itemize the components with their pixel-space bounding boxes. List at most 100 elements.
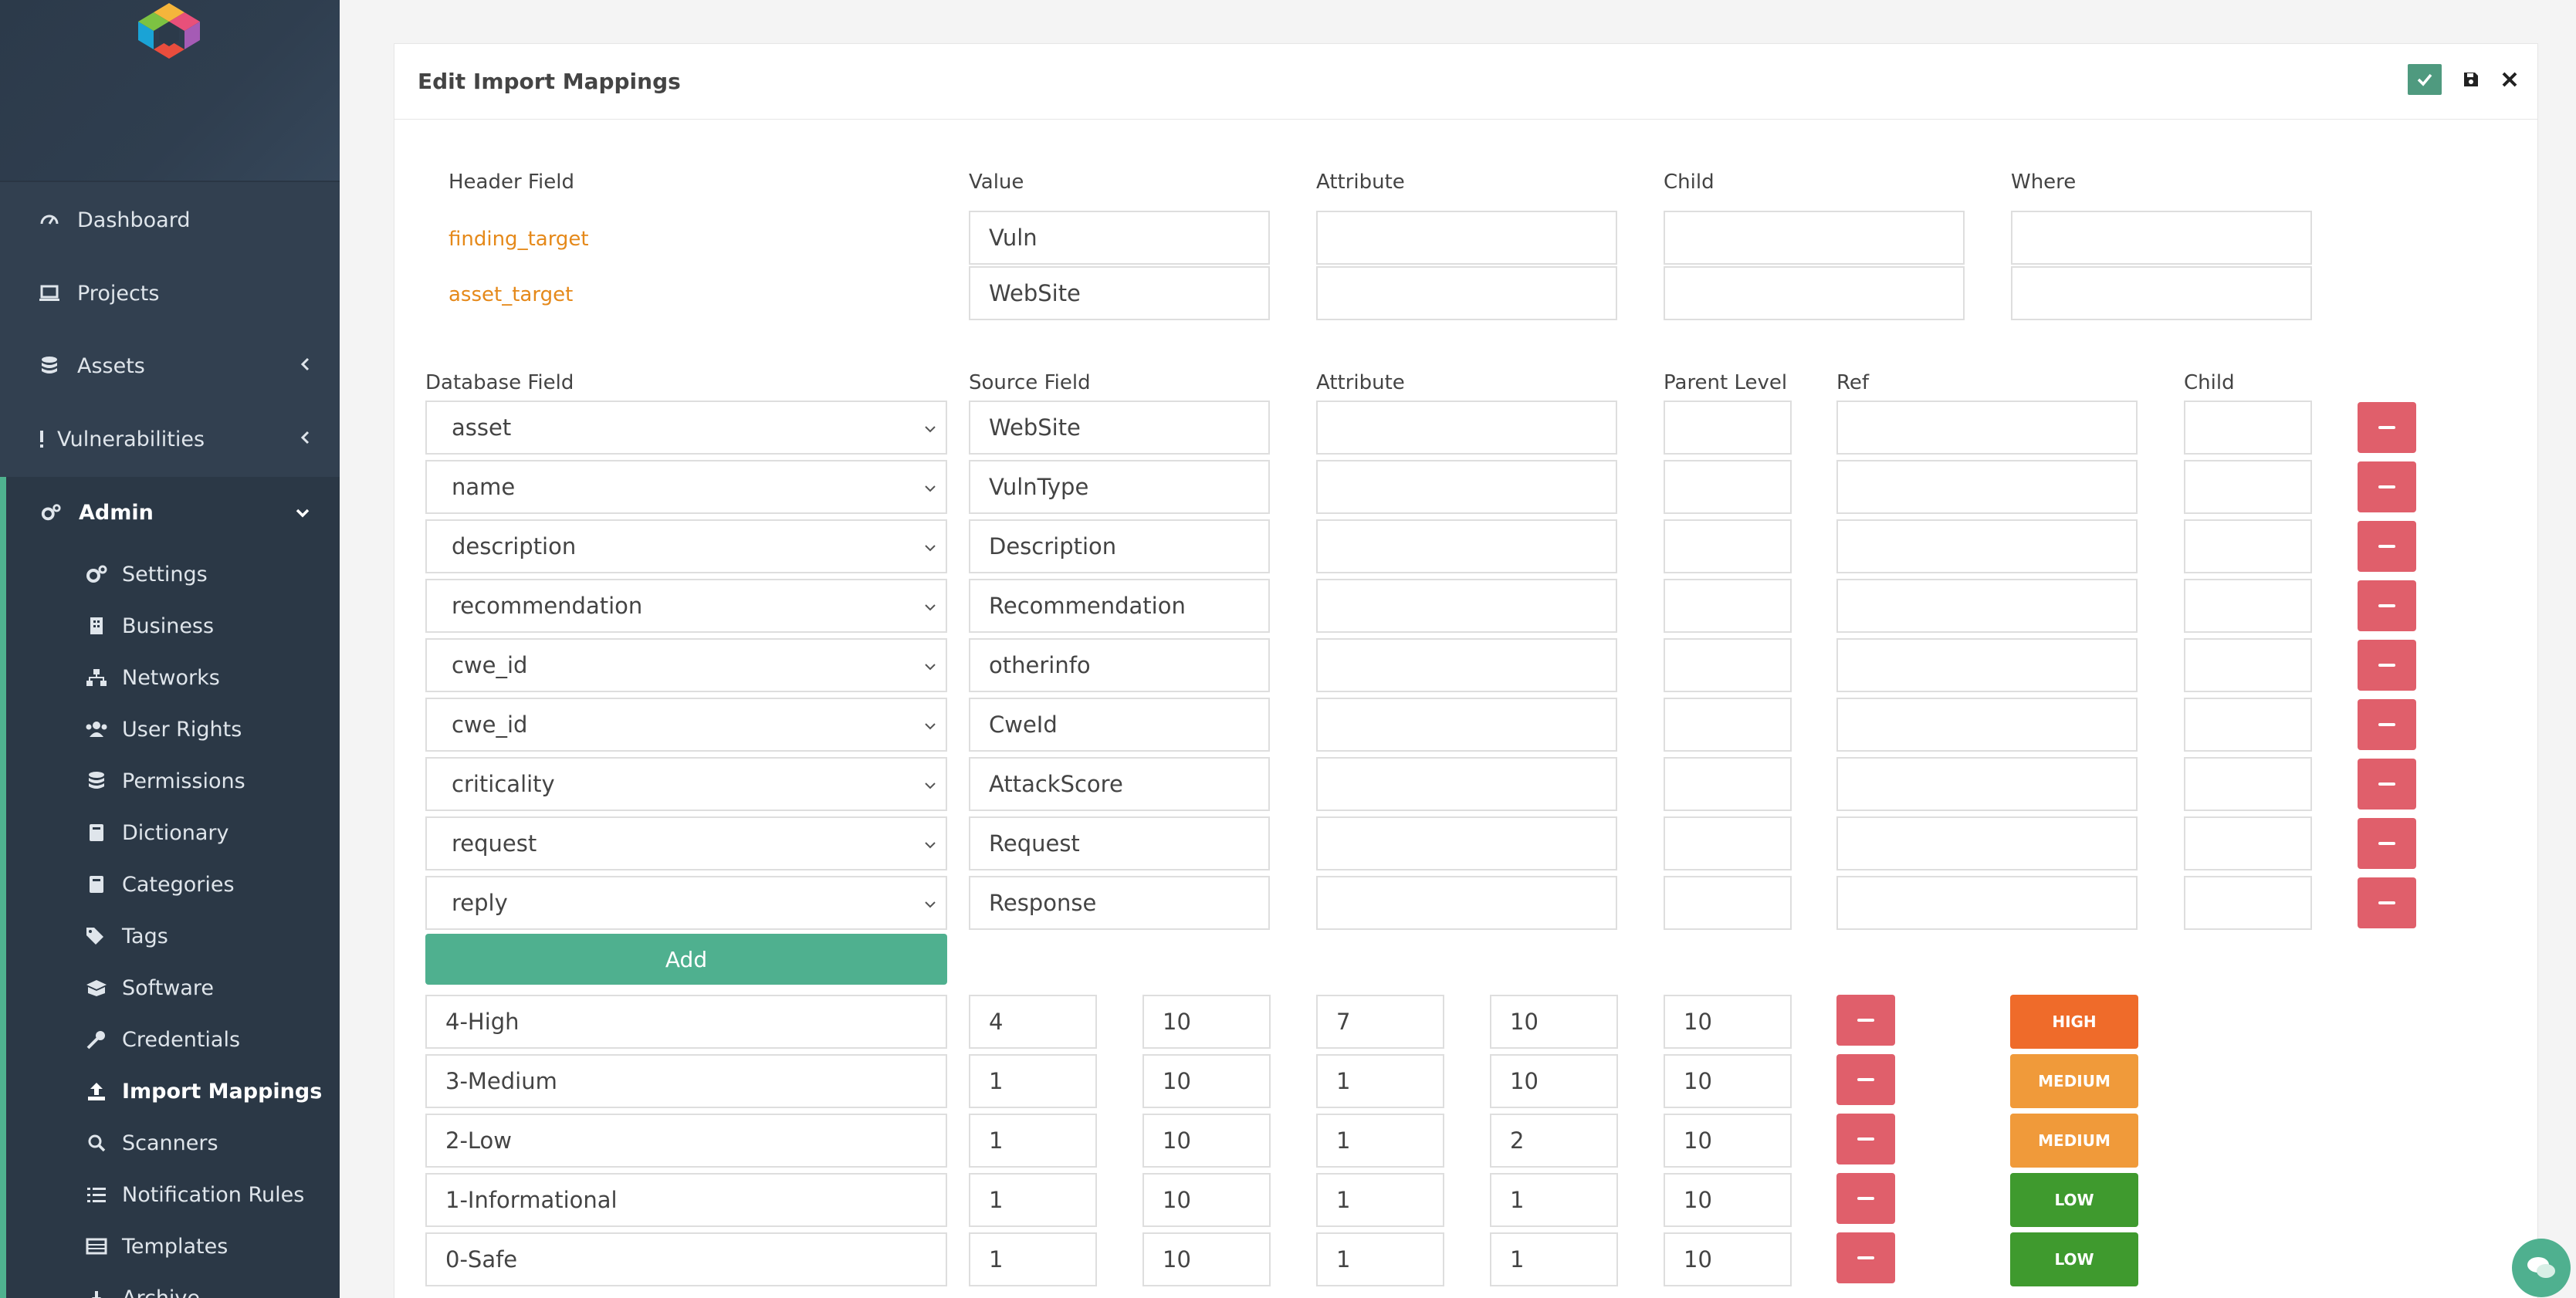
- sidebar-item-import-mappings[interactable]: Import Mappings: [0, 1068, 340, 1114]
- header-value-input[interactable]: Vuln: [969, 211, 1270, 265]
- sidebar-item-settings[interactable]: Settings: [0, 551, 340, 597]
- remove-severity-button[interactable]: [1836, 1173, 1895, 1224]
- remove-row-button[interactable]: [2358, 580, 2416, 631]
- parent-level-input[interactable]: [1664, 757, 1792, 811]
- severity-v5-input[interactable]: 10: [1664, 995, 1792, 1049]
- attribute-input[interactable]: [1316, 638, 1617, 692]
- database-field-select[interactable]: recommendation: [425, 579, 947, 633]
- severity-v5-input[interactable]: 10: [1664, 1232, 1792, 1286]
- database-field-select[interactable]: request: [425, 816, 947, 870]
- sidebar-item-credentials[interactable]: Credentials: [0, 1016, 340, 1063]
- ref-input[interactable]: [1836, 638, 2138, 692]
- attribute-input[interactable]: [1316, 460, 1617, 514]
- ref-input[interactable]: [1836, 816, 2138, 870]
- severity-name-input[interactable]: 2-Low: [425, 1114, 947, 1168]
- remove-row-button[interactable]: [2358, 877, 2416, 928]
- nav-item-admin[interactable]: Admin: [0, 489, 340, 536]
- parent-level-input[interactable]: [1664, 579, 1792, 633]
- remove-row-button[interactable]: [2358, 521, 2416, 572]
- nav-item-projects[interactable]: Projects: [0, 270, 340, 316]
- severity-v5-input[interactable]: 10: [1664, 1114, 1792, 1168]
- close-button[interactable]: [2494, 64, 2525, 95]
- severity-v4-input[interactable]: 1: [1490, 1232, 1618, 1286]
- header-child-input[interactable]: [1664, 266, 1965, 320]
- severity-v4-input[interactable]: 10: [1490, 1054, 1618, 1108]
- ref-input[interactable]: [1836, 519, 2138, 573]
- source-field-input[interactable]: Description: [969, 519, 1270, 573]
- severity-v4-input[interactable]: 2: [1490, 1114, 1618, 1168]
- severity-v1-input[interactable]: 4: [969, 995, 1097, 1049]
- sidebar-item-permissions[interactable]: Permissions: [0, 758, 340, 804]
- severity-name-input[interactable]: 4-High: [425, 995, 947, 1049]
- source-field-input[interactable]: Response: [969, 876, 1270, 930]
- header-attribute-input[interactable]: [1316, 211, 1617, 265]
- severity-v2-input[interactable]: 10: [1142, 1114, 1271, 1168]
- child-input[interactable]: [2184, 519, 2312, 573]
- remove-row-button[interactable]: [2358, 461, 2416, 512]
- sidebar-item-user-rights[interactable]: User Rights: [0, 706, 340, 752]
- sidebar-item-business[interactable]: Business: [0, 603, 340, 649]
- severity-v1-input[interactable]: 1: [969, 1054, 1097, 1108]
- attribute-input[interactable]: [1316, 698, 1617, 752]
- child-input[interactable]: [2184, 876, 2312, 930]
- severity-v4-input[interactable]: 10: [1490, 995, 1618, 1049]
- header-where-input[interactable]: [2011, 266, 2312, 320]
- sidebar-item-templates[interactable]: Templates: [0, 1223, 340, 1269]
- attribute-input[interactable]: [1316, 876, 1617, 930]
- source-field-input[interactable]: AttackScore: [969, 757, 1270, 811]
- parent-level-input[interactable]: [1664, 638, 1792, 692]
- child-input[interactable]: [2184, 757, 2312, 811]
- severity-v2-input[interactable]: 10: [1142, 1173, 1271, 1227]
- severity-v1-input[interactable]: 1: [969, 1232, 1097, 1286]
- header-child-input[interactable]: [1664, 211, 1965, 265]
- sidebar-item-scanners[interactable]: Scanners: [0, 1120, 340, 1166]
- database-field-select[interactable]: cwe_id: [425, 698, 947, 752]
- attribute-input[interactable]: [1316, 816, 1617, 870]
- ref-input[interactable]: [1836, 401, 2138, 455]
- database-field-select[interactable]: reply: [425, 876, 947, 930]
- remove-row-button[interactable]: [2358, 759, 2416, 810]
- remove-severity-button[interactable]: [1836, 995, 1895, 1046]
- header-where-input[interactable]: [2011, 211, 2312, 265]
- severity-v3-input[interactable]: 7: [1316, 995, 1444, 1049]
- source-field-input[interactable]: VulnType: [969, 460, 1270, 514]
- sidebar-item-networks[interactable]: Networks: [0, 654, 340, 701]
- parent-level-input[interactable]: [1664, 519, 1792, 573]
- remove-row-button[interactable]: [2358, 640, 2416, 691]
- nav-item-assets[interactable]: Assets: [0, 343, 340, 389]
- severity-v5-input[interactable]: 10: [1664, 1054, 1792, 1108]
- database-field-select[interactable]: asset: [425, 401, 947, 455]
- database-field-select[interactable]: cwe_id: [425, 638, 947, 692]
- parent-level-input[interactable]: [1664, 698, 1792, 752]
- parent-level-input[interactable]: [1664, 401, 1792, 455]
- severity-v3-input[interactable]: 1: [1316, 1173, 1444, 1227]
- header-value-input[interactable]: WebSite: [969, 266, 1270, 320]
- database-field-select[interactable]: name: [425, 460, 947, 514]
- parent-level-input[interactable]: [1664, 460, 1792, 514]
- severity-v2-input[interactable]: 10: [1142, 995, 1271, 1049]
- sidebar-item-categories[interactable]: Categories: [0, 861, 340, 908]
- source-field-input[interactable]: Request: [969, 816, 1270, 870]
- nav-item-vulnerabilities[interactable]: Vulnerabilities: [0, 416, 340, 462]
- severity-v4-input[interactable]: 1: [1490, 1173, 1618, 1227]
- parent-level-input[interactable]: [1664, 876, 1792, 930]
- database-field-select[interactable]: description: [425, 519, 947, 573]
- sidebar-item-notification-rules[interactable]: Notification Rules: [0, 1171, 340, 1218]
- remove-row-button[interactable]: [2358, 699, 2416, 750]
- child-input[interactable]: [2184, 401, 2312, 455]
- severity-name-input[interactable]: 3-Medium: [425, 1054, 947, 1108]
- add-mapping-button[interactable]: Add: [425, 934, 947, 985]
- severity-name-input[interactable]: 1-Informational: [425, 1173, 947, 1227]
- parent-level-input[interactable]: [1664, 816, 1792, 870]
- sidebar-item-archive[interactable]: Archive: [0, 1275, 340, 1298]
- child-input[interactable]: [2184, 638, 2312, 692]
- nav-item-dashboard[interactable]: Dashboard: [0, 197, 340, 243]
- remove-row-button[interactable]: [2358, 818, 2416, 869]
- severity-v1-input[interactable]: 1: [969, 1173, 1097, 1227]
- attribute-input[interactable]: [1316, 401, 1617, 455]
- source-field-input[interactable]: Recommendation: [969, 579, 1270, 633]
- sidebar-item-software[interactable]: Software: [0, 965, 340, 1011]
- confirm-button[interactable]: [2408, 64, 2442, 95]
- source-field-input[interactable]: WebSite: [969, 401, 1270, 455]
- severity-v5-input[interactable]: 10: [1664, 1173, 1792, 1227]
